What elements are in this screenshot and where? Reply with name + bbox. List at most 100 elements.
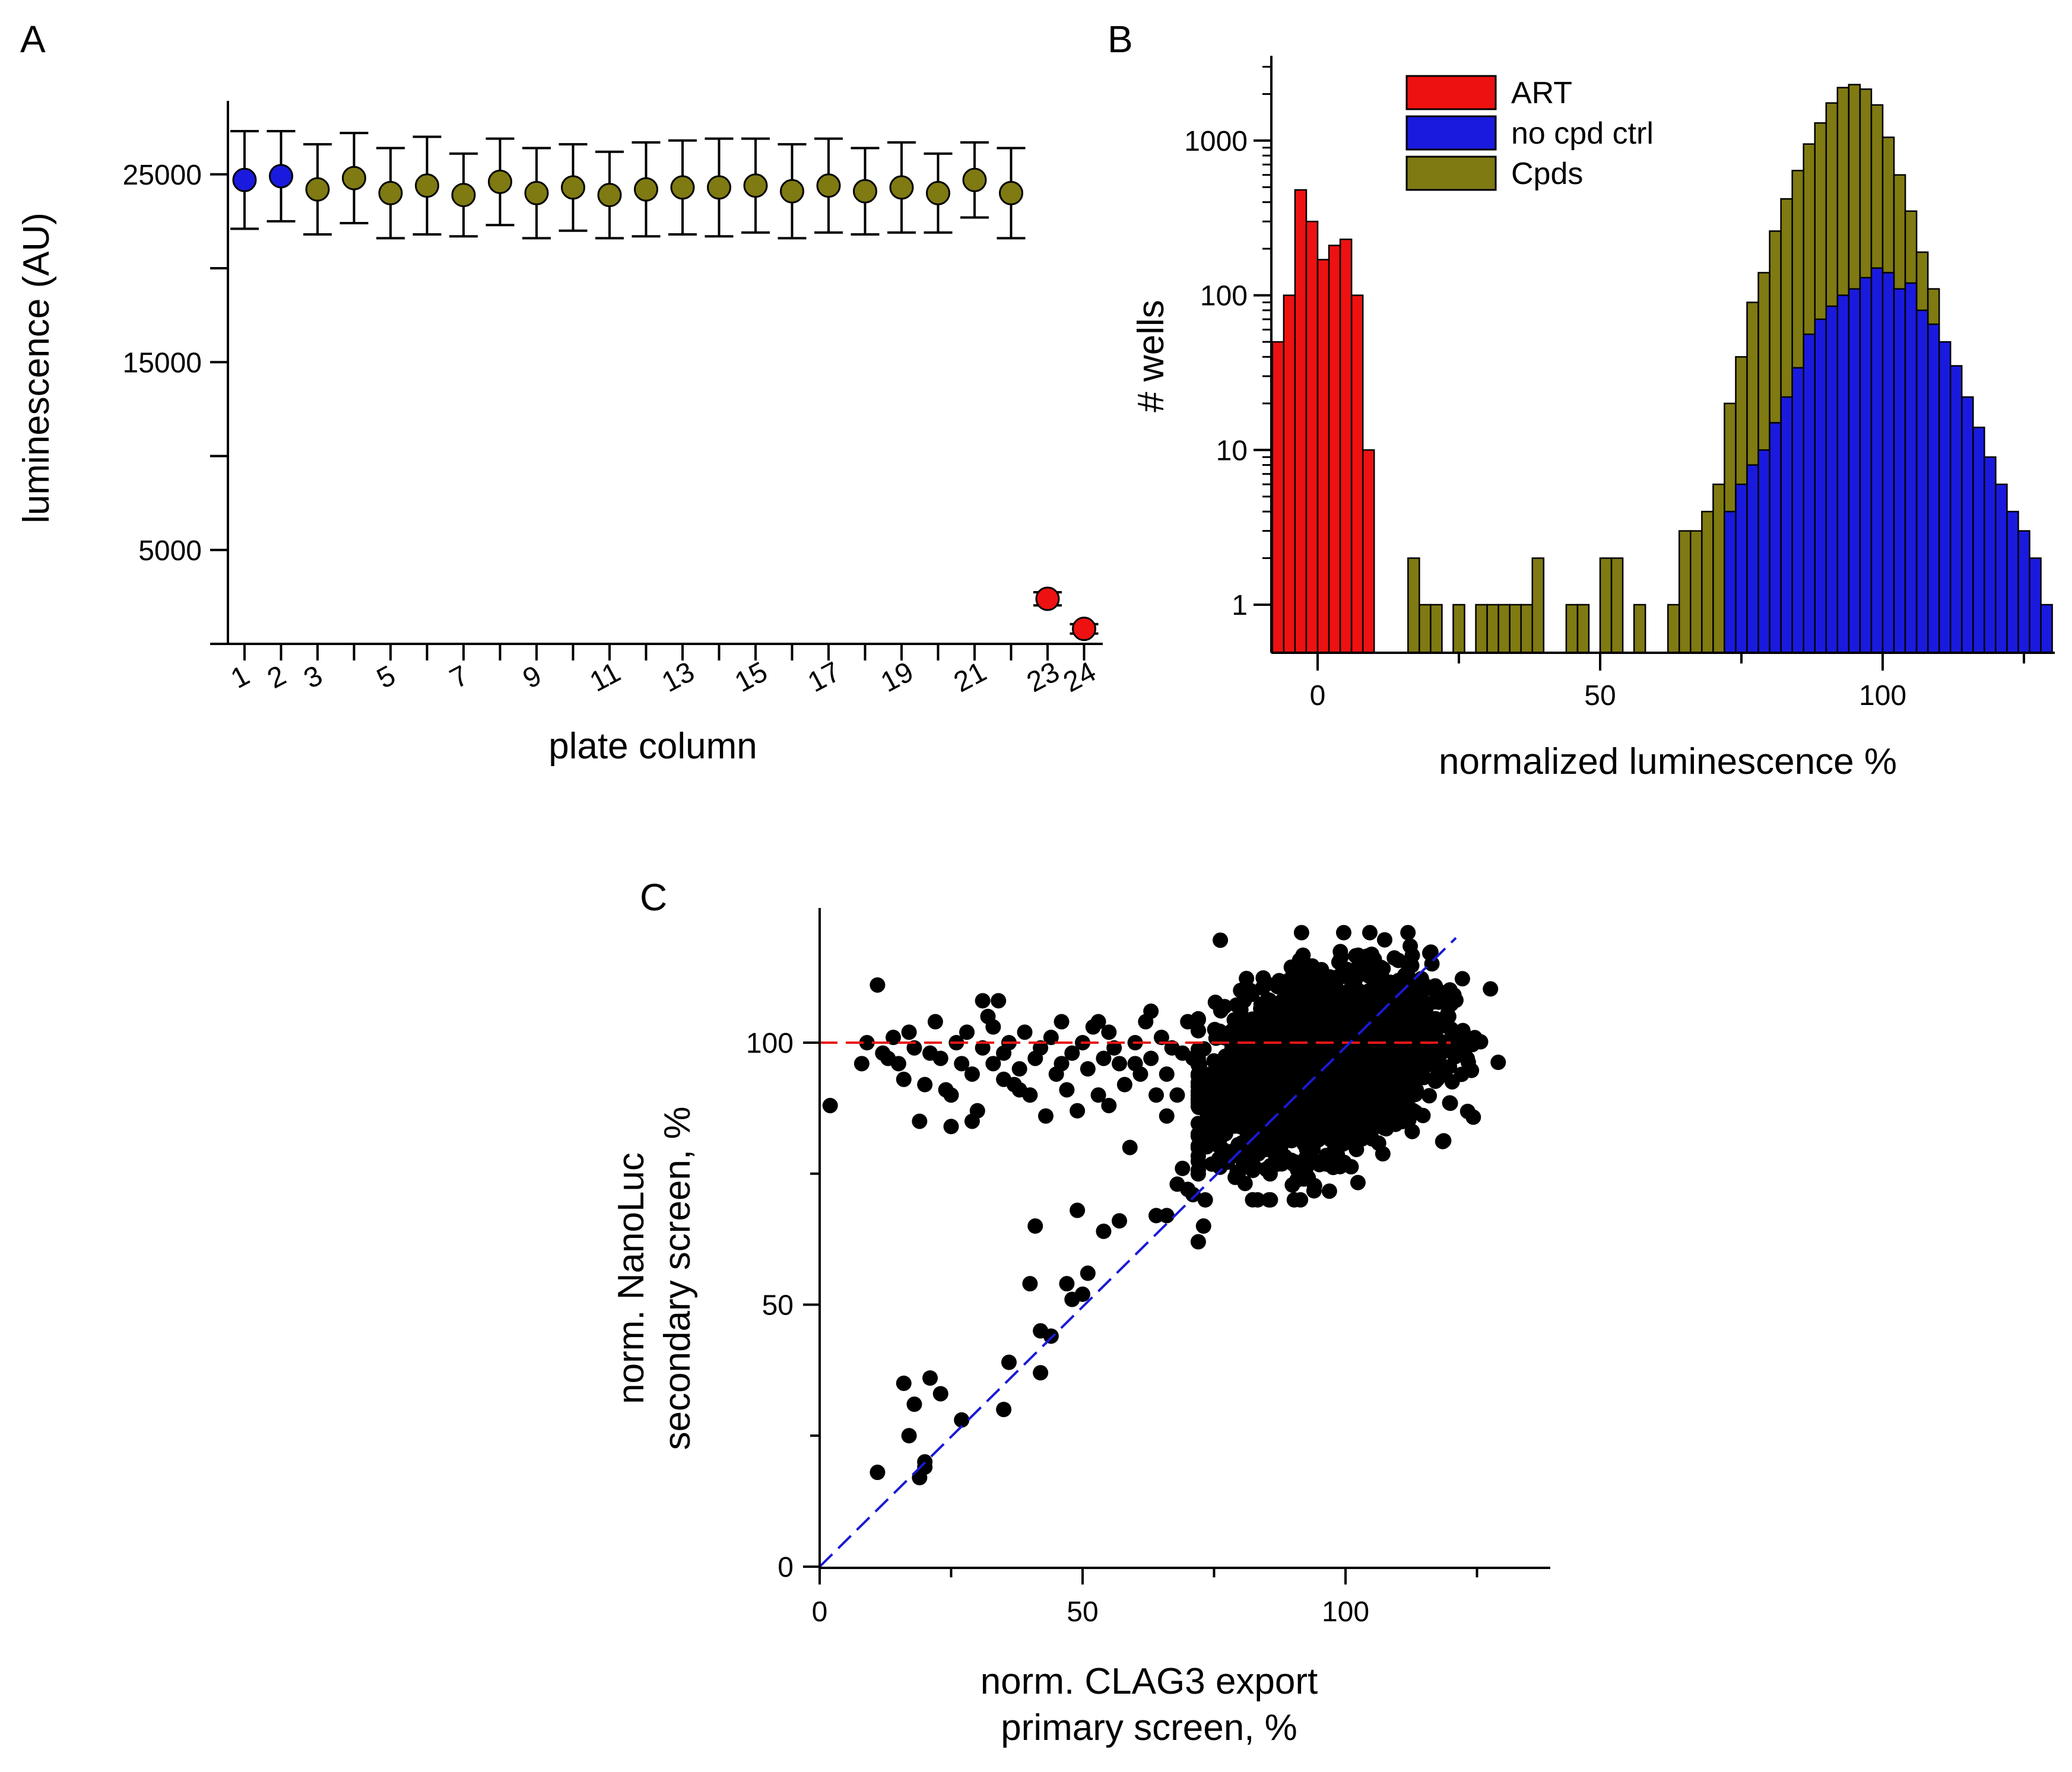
b-bar — [1972, 426, 1985, 654]
c-point — [1033, 1040, 1049, 1056]
c-point — [1339, 1077, 1355, 1093]
a-mean-point — [415, 173, 439, 198]
a-mean-point — [926, 180, 950, 205]
c-point — [1001, 1354, 1017, 1370]
b-bar — [1305, 220, 1319, 654]
b-bar — [2029, 557, 2042, 654]
c-point — [1277, 1148, 1293, 1164]
c-point — [1283, 1046, 1299, 1062]
c-point — [1159, 1066, 1175, 1082]
c-point — [1370, 1106, 1386, 1122]
c-point — [975, 993, 991, 1009]
c-point — [870, 977, 886, 993]
c-point — [1283, 1083, 1299, 1099]
c-point — [1353, 1123, 1369, 1139]
c-point — [1070, 1103, 1086, 1119]
c-point — [1211, 1023, 1227, 1039]
b-xtick-label: 100 — [1859, 680, 1906, 712]
c-point — [932, 1050, 948, 1066]
a-ytick-label: 5000 — [138, 535, 202, 567]
c-point — [1356, 1078, 1372, 1094]
c-point — [1454, 971, 1470, 987]
c-point — [1293, 925, 1309, 941]
panel-b-bars — [1271, 84, 2053, 654]
c-point — [1442, 1059, 1458, 1075]
c-point — [1442, 1095, 1458, 1112]
panel-c-axes — [803, 908, 1550, 1584]
a-xtick-label: 15 — [730, 656, 773, 698]
c-point — [1190, 1162, 1206, 1178]
c-point — [1263, 1138, 1279, 1154]
c-point — [1376, 932, 1392, 948]
c-point — [1249, 1192, 1265, 1208]
c-point — [1326, 1062, 1342, 1078]
a-xtick-label: 13 — [657, 656, 700, 698]
b-bar — [1599, 557, 1613, 654]
c-point — [1122, 1139, 1138, 1155]
c-point — [1190, 1234, 1206, 1250]
b-bar — [1565, 604, 1579, 654]
c-point — [1330, 968, 1346, 985]
c-point — [1259, 1018, 1275, 1034]
b-bar — [2006, 510, 2019, 654]
c-point — [1335, 925, 1351, 941]
c-y-axis-title-line1: norm. NanoLuc — [611, 1152, 652, 1404]
c-y-axis-title-line2: secondary screen, % — [657, 1107, 698, 1450]
c-blue-dashed-line — [818, 936, 1457, 1568]
a-mean-point — [597, 183, 622, 208]
c-point — [1250, 1119, 1266, 1135]
a-mean-point — [378, 180, 403, 205]
c-point — [1355, 985, 1371, 1001]
c-point — [1211, 1151, 1227, 1167]
c-point — [1195, 1218, 1211, 1234]
b-bar — [1836, 294, 1850, 654]
c-point — [985, 1056, 1001, 1072]
c-point — [1197, 1090, 1213, 1106]
c-point — [1153, 1030, 1169, 1046]
c-point — [1405, 979, 1421, 995]
c-point — [1070, 1202, 1086, 1218]
c-point — [943, 1087, 959, 1103]
panel-a-y-tick-labels: 5000 15000 25000 — [123, 160, 202, 567]
c-point — [870, 1465, 886, 1481]
c-point — [1321, 1183, 1337, 1199]
c-point — [1460, 1054, 1476, 1070]
c-point — [1276, 1125, 1292, 1141]
c-point — [1185, 1050, 1201, 1066]
a-xtick-label: 17 — [803, 656, 846, 698]
c-point — [991, 993, 1007, 1009]
c-xtick-label: 100 — [1322, 1596, 1369, 1628]
c-point — [1240, 1130, 1256, 1147]
c-point — [880, 1050, 896, 1066]
b-bar — [1362, 449, 1375, 654]
c-point — [1346, 1136, 1362, 1152]
b-bar — [1486, 604, 1499, 654]
c-point — [1464, 1037, 1480, 1053]
c-point — [1293, 1192, 1309, 1208]
c-point — [1059, 1082, 1075, 1098]
a-x-axis-title: plate column — [548, 726, 757, 767]
c-point — [1159, 1108, 1175, 1124]
c-point — [1011, 1061, 1027, 1077]
c-point — [1043, 1030, 1059, 1046]
c-point — [1302, 1117, 1318, 1133]
panel-a-chart: 5000 15000 25000 1 2 3 5 7 9 11 13 15 17… — [16, 101, 1103, 767]
c-ytick-label: 50 — [762, 1290, 794, 1322]
c-point — [1323, 1033, 1339, 1049]
c-point — [1290, 1156, 1306, 1172]
c-point — [1221, 1073, 1238, 1089]
c-point — [1127, 1056, 1143, 1072]
b-bar — [1339, 239, 1353, 654]
c-point — [1399, 1072, 1415, 1088]
c-point — [1284, 1102, 1300, 1118]
c-point — [975, 1040, 991, 1056]
b-bar — [1678, 530, 1692, 654]
c-point — [1436, 1133, 1452, 1149]
b-bar — [1294, 189, 1308, 654]
c-point — [1293, 993, 1309, 1009]
b-y-axis-title: # wells — [1131, 300, 1172, 412]
a-mean-point — [488, 169, 512, 194]
c-point — [1054, 1014, 1070, 1030]
legend-swatch-art — [1405, 75, 1497, 110]
